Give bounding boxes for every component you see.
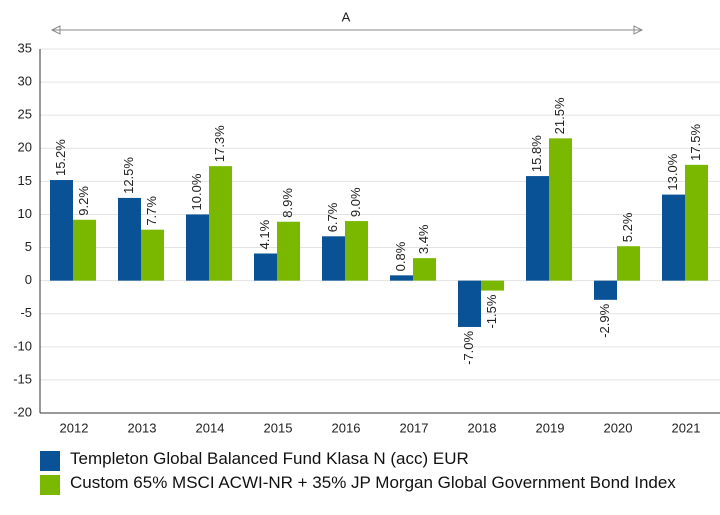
bar bbox=[322, 236, 345, 281]
value-label: -1.5% bbox=[484, 294, 499, 328]
legend-swatch bbox=[40, 475, 60, 495]
value-label: 9.2% bbox=[76, 186, 91, 216]
value-label: 17.5% bbox=[688, 124, 703, 161]
value-label: 8.9% bbox=[280, 188, 295, 218]
bar bbox=[481, 280, 504, 291]
value-label: -2.9% bbox=[597, 303, 612, 337]
x-tick-label: 2020 bbox=[604, 420, 633, 435]
bar bbox=[549, 138, 572, 281]
y-tick-label: 10 bbox=[18, 206, 32, 221]
value-label: 0.8% bbox=[393, 241, 408, 271]
value-label: 5.2% bbox=[620, 212, 635, 242]
y-tick-label: 5 bbox=[25, 239, 32, 254]
x-tick-label: 2014 bbox=[196, 420, 225, 435]
value-label: 15.8% bbox=[529, 135, 544, 172]
bar bbox=[186, 214, 209, 281]
value-label: 4.1% bbox=[257, 219, 272, 249]
chart: A -20 -15 -10 -5 0 5 10 15 20 25 30 35 2012 15.2% 9.2%… bbox=[13, 9, 720, 435]
legend-label: Custom 65% MSCI ACWI-NR + 35% JP Morgan … bbox=[70, 473, 676, 492]
value-label: 21.5% bbox=[552, 97, 567, 134]
bar bbox=[390, 275, 413, 281]
value-label: 17.3% bbox=[212, 125, 227, 162]
value-label: 3.4% bbox=[416, 224, 431, 254]
x-tick-label: 2016 bbox=[332, 420, 361, 435]
y-tick-label: -5 bbox=[20, 305, 32, 320]
bar bbox=[345, 221, 368, 281]
bar bbox=[50, 180, 73, 281]
bar bbox=[73, 219, 96, 281]
value-label: 13.0% bbox=[665, 153, 680, 190]
bar bbox=[458, 280, 481, 327]
bar bbox=[685, 164, 708, 281]
bar bbox=[617, 246, 640, 281]
y-tick-label: 35 bbox=[18, 40, 32, 55]
value-label: -7.0% bbox=[461, 331, 476, 365]
value-label: 10.0% bbox=[189, 173, 204, 210]
bar bbox=[662, 194, 685, 281]
bar bbox=[118, 197, 141, 281]
value-label: 9.0% bbox=[348, 187, 363, 217]
bar bbox=[594, 280, 617, 300]
value-label: 12.5% bbox=[121, 157, 136, 194]
y-tick-label: 25 bbox=[18, 107, 32, 122]
bar bbox=[209, 166, 232, 281]
x-tick-label: 2019 bbox=[536, 420, 565, 435]
y-tick-label: -15 bbox=[13, 371, 32, 386]
x-tick-label: 2021 bbox=[672, 420, 701, 435]
value-label: 7.7% bbox=[144, 196, 159, 226]
bar bbox=[526, 176, 549, 281]
annotation-arrowheads bbox=[50, 25, 644, 35]
bar bbox=[277, 221, 300, 281]
annotation: A bbox=[342, 9, 351, 24]
x-tick-label: 2017 bbox=[400, 420, 429, 435]
legend-swatch bbox=[40, 451, 60, 471]
x-tick-label: 2013 bbox=[128, 420, 157, 435]
bar bbox=[254, 253, 277, 281]
value-label: 6.7% bbox=[325, 202, 340, 232]
bar bbox=[141, 229, 164, 281]
y-tick-label: 30 bbox=[18, 74, 32, 89]
x-tick-label: 2012 bbox=[60, 420, 89, 435]
y-tick-label: -20 bbox=[13, 404, 32, 419]
y-tick-label: 0 bbox=[25, 272, 32, 287]
x-tick-label: 2018 bbox=[468, 420, 497, 435]
y-tick-label: -10 bbox=[13, 338, 32, 353]
x-tick-label: 2015 bbox=[264, 420, 293, 435]
bar bbox=[413, 258, 436, 281]
value-label: 15.2% bbox=[53, 139, 68, 176]
legend-label: Templeton Global Balanced Fund Klasa N (… bbox=[70, 449, 469, 468]
y-tick-label: 20 bbox=[18, 140, 32, 155]
y-tick-label: 15 bbox=[18, 173, 32, 188]
